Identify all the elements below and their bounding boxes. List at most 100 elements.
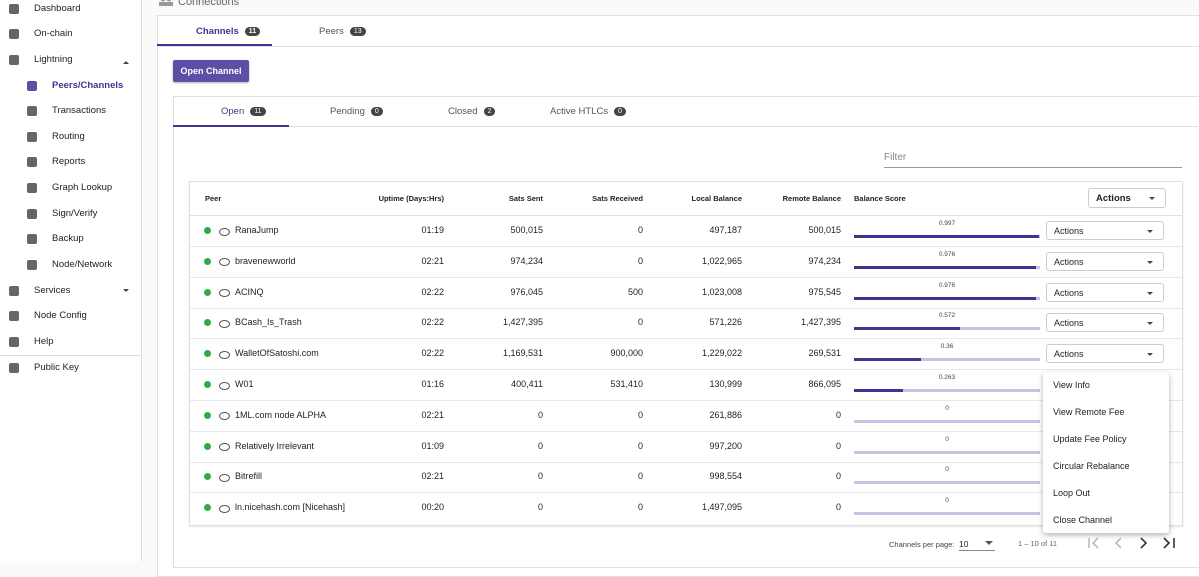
score-bar — [854, 389, 903, 392]
actions-button[interactable]: Actions — [1046, 344, 1164, 364]
nav-item[interactable]: Routing — [52, 131, 85, 142]
peer: W01 — [235, 379, 254, 389]
page-title: Connections — [178, 0, 240, 8]
menu-item[interactable]: View Info — [1053, 380, 1090, 390]
peer: ln.nicehash.com [Nicehash] — [235, 502, 346, 513]
remote: 0 — [835, 409, 841, 420]
nav-item[interactable]: Node/Network — [52, 259, 113, 270]
column-header: Local Balance — [691, 194, 742, 203]
filter-underline — [884, 167, 1182, 168]
subtab[interactable]: Pending 0 — [330, 106, 383, 117]
remote: 974,234 — [808, 255, 841, 266]
uptime: 02:21 — [421, 255, 444, 266]
nav-icon — [9, 29, 19, 39]
row-divider — [189, 400, 1182, 401]
menu-item[interactable]: Update Fee Policy — [1053, 434, 1127, 444]
uptime: 02:21 — [421, 409, 444, 420]
received: 900,000 — [610, 348, 643, 359]
status-dot — [204, 381, 211, 388]
nav-icon — [27, 132, 37, 142]
actions-button[interactable]: Actions — [1046, 221, 1164, 240]
nav-item[interactable]: On-chain — [34, 28, 73, 39]
nav-item[interactable]: Dashboard — [34, 3, 81, 14]
page-size-underline — [959, 550, 995, 551]
nav-item[interactable]: Transactions — [52, 105, 107, 116]
status-dot — [204, 319, 211, 327]
nav-item[interactable]: Backup — [52, 233, 84, 244]
nav-item[interactable]: Node Config — [34, 310, 87, 321]
chevron — [123, 58, 129, 64]
open-channel-button[interactable]: Open Channel — [173, 60, 249, 82]
status-dot — [204, 504, 211, 512]
nav-item[interactable]: Help — [34, 336, 54, 347]
sent: 0 — [537, 409, 543, 420]
received: 0 — [637, 471, 643, 482]
nav-item[interactable]: Lightning — [34, 54, 73, 65]
remote: 0 — [835, 502, 841, 513]
score-label: 0.976 — [938, 281, 956, 289]
tab-divider — [157, 46, 1199, 47]
menu-item[interactable]: View Remote Fee — [1053, 407, 1125, 417]
eye-icon — [219, 381, 230, 390]
subtab[interactable]: Open 11 — [221, 106, 266, 117]
received: 0 — [637, 225, 643, 235]
sent: 976,045 — [510, 286, 543, 297]
filter-input[interactable]: Filter — [884, 152, 907, 163]
nav-item[interactable]: Services — [34, 285, 71, 296]
peer: Relatively Irrelevant — [235, 440, 315, 451]
subtab[interactable]: Active HTLCs 0 — [550, 106, 626, 117]
peer: Bitrefill — [235, 471, 263, 482]
nav-item[interactable]: Sign/Verify — [52, 208, 98, 219]
eye-icon — [219, 289, 230, 298]
menu-item[interactable]: Close Channel — [1053, 515, 1113, 525]
score-bar — [854, 265, 1036, 269]
tab[interactable]: Channels 11 — [196, 26, 261, 37]
score-track — [854, 512, 1040, 516]
score-label: 0.263 — [938, 374, 956, 381]
actions-button[interactable]: Actions — [1046, 313, 1164, 333]
paginator-buttons[interactable] — [1086, 536, 1178, 550]
subtab-count: 0 — [614, 107, 626, 116]
tab[interactable]: Peers 13 — [319, 26, 366, 37]
column-header: Uptime (Days:Hrs) — [378, 194, 444, 203]
eye-icon — [219, 443, 230, 452]
row-divider — [189, 307, 1182, 309]
subtab-label: Pending — [330, 106, 365, 117]
sent: 0 — [537, 471, 543, 482]
nav-icon — [27, 260, 37, 270]
menu-item[interactable]: Loop Out — [1053, 488, 1091, 498]
score-label: 0.36 — [940, 343, 954, 351]
actions-header[interactable]: Actions — [1088, 188, 1166, 208]
table-card — [189, 181, 1183, 526]
uptime: 02:22 — [421, 317, 444, 328]
nav-item[interactable]: Public Key — [34, 362, 79, 373]
status-dot — [204, 350, 211, 358]
actions-button[interactable]: Actions — [1046, 282, 1164, 302]
score-track — [854, 419, 1040, 423]
eye-icon — [219, 412, 230, 421]
column-header: Remote Balance — [782, 194, 841, 203]
row-divider — [189, 492, 1182, 494]
page-size-label: Channels per page: — [889, 540, 955, 549]
score-track — [854, 481, 1040, 485]
score-bar — [854, 296, 1036, 300]
remote: 866,095 — [808, 379, 841, 389]
eye-icon — [219, 258, 230, 267]
page-size[interactable]: 10 — [959, 539, 969, 549]
menu-item[interactable]: Circular Rebalance — [1053, 461, 1130, 471]
page-range: 1 – 10 of 11 — [1018, 539, 1058, 548]
status-dot — [204, 473, 211, 481]
local: 130,999 — [709, 379, 742, 389]
column-header: Balance Score — [854, 194, 906, 203]
subtab[interactable]: Closed 2 — [448, 106, 496, 117]
peer: RanaJump — [235, 225, 279, 235]
nav-item[interactable]: Peers/Channels — [52, 80, 124, 91]
nav-item[interactable]: Graph Lookup — [52, 182, 113, 193]
actions-button[interactable]: Actions — [1046, 251, 1164, 271]
column-header: Sats Received — [592, 194, 643, 203]
sent: 500,015 — [510, 225, 543, 235]
local: 1,229,022 — [701, 348, 742, 359]
nav-item[interactable]: Reports — [52, 156, 86, 167]
uptime: 01:19 — [421, 225, 444, 235]
nav-icon — [9, 286, 19, 296]
